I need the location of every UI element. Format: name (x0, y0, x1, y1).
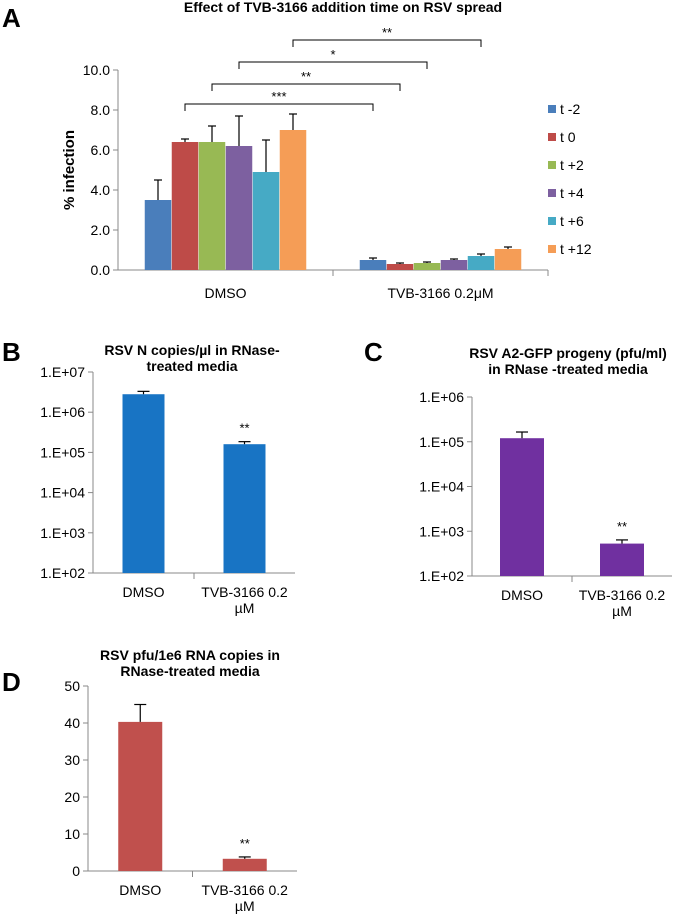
panel-a-significance-bracket (238, 61, 428, 69)
panel-a-legend-swatch (548, 189, 556, 197)
panel-b-bar (223, 444, 266, 573)
panel-a-bar (279, 130, 307, 270)
panel-a-legend-swatch (548, 133, 556, 141)
panel-d-bar (222, 858, 267, 871)
panel-a-legend-label: t 0 (560, 129, 576, 145)
panel-a-significance-bracket (184, 103, 374, 111)
panel-a-y-tick-label: 4.0 (91, 182, 111, 198)
panel-b-y-tick-label: 1.E+04 (40, 485, 85, 501)
panel-c-title: RSV A2-GFP progeny (pfu/ml) in RNase -tre… (469, 345, 667, 377)
panel-c-y-tick-label: 1.E+03 (419, 523, 464, 539)
panel-c-y-tick-label: 1.E+05 (419, 434, 464, 450)
panel-a-title: Effect of TVB-3166 addition time on RSV … (184, 0, 502, 15)
panel-a-significance-label: * (330, 47, 335, 62)
panel-b-y-tick-label: 1.E+07 (40, 364, 85, 380)
panel-a-y-tick-label: 6.0 (91, 142, 111, 158)
panel-a-category-label: DMSO (205, 285, 247, 301)
panel-b-y-tick-label: 1.E+05 (40, 444, 85, 460)
panel-a-bar (359, 260, 387, 270)
panel-a-bar (413, 263, 441, 270)
panel-d-y-tick-label: 0 (72, 863, 80, 879)
panel-d-y-tick-label: 50 (64, 678, 80, 694)
panel-a-legend-label: t +2 (560, 157, 584, 173)
panel-c-y-tick-label: 1.E+02 (419, 568, 464, 584)
panel-a-legend-swatch (548, 217, 556, 225)
panel-b-significance-label: ** (239, 421, 249, 436)
panel-c-bar (500, 438, 544, 576)
panel-d-title: RSV pfu/1e6 RNA copies in RNase-treated m… (100, 647, 280, 679)
panel-a-legend-label: t -2 (560, 101, 580, 117)
panel-a-y-tick-label: 10.0 (83, 62, 110, 78)
panel-a-bar (467, 256, 495, 270)
panel-a-bar (171, 142, 199, 270)
panel-d-bar (118, 721, 163, 871)
panel-a-legend-swatch (548, 245, 556, 253)
panel-a-y-axis-title: % infection (61, 130, 78, 210)
panel-b-bar (122, 394, 165, 573)
panel-c-category-label: DMSO (501, 587, 543, 603)
panel-a-bar (440, 260, 468, 270)
panel-c-label: C (364, 337, 383, 367)
panel-d-category-label: TVB-3166 0.2 µM (202, 882, 289, 914)
panel-a-significance-label: ** (382, 25, 392, 40)
panel-c-y-tick-label: 1.E+04 (419, 479, 464, 495)
panel-c-significance-label: ** (617, 519, 627, 534)
panel-b-y-tick-label: 1.E+06 (40, 404, 85, 420)
panel-a-bar (252, 172, 280, 270)
panel-b-y-tick-label: 1.E+02 (40, 565, 85, 581)
panel-d-y-tick-label: 10 (64, 826, 80, 842)
panel-a-legend-swatch (548, 105, 556, 113)
panel-a-bar (198, 142, 226, 270)
panel-b-label: B (2, 337, 21, 367)
panel-d-category-label: DMSO (119, 882, 161, 898)
panel-a-label: A (2, 3, 21, 33)
panel-a-bar (494, 249, 522, 270)
panel-a-y-tick-label: 0.0 (91, 262, 111, 278)
panel-b-category-label: DMSO (123, 584, 165, 600)
panel-a-legend-label: t +12 (560, 241, 592, 257)
panel-a-y-tick-label: 8.0 (91, 102, 111, 118)
panel-a-significance-bracket (292, 39, 482, 47)
panel-d-y-tick-label: 30 (64, 752, 80, 768)
panel-a-legend-label: t +6 (560, 213, 584, 229)
panel-a-legend-label: t +4 (560, 185, 584, 201)
panel-a-legend-swatch (548, 161, 556, 169)
panel-d-significance-label: ** (240, 836, 250, 851)
panel-b-title: RSV N copies/µl in RNase-treated media (104, 342, 280, 374)
panel-a-bar (386, 264, 414, 270)
panel-a-significance-label: *** (271, 89, 286, 104)
panel-d-y-tick-label: 40 (64, 715, 80, 731)
panel-c-y-tick-label: 1.E+06 (419, 389, 464, 405)
panel-a-bar (144, 200, 172, 270)
panel-a-category-label: TVB-3166 0.2μM (387, 285, 493, 301)
panel-c-bar (600, 543, 644, 576)
panel-d-y-tick-label: 20 (64, 789, 80, 805)
panel-b-y-tick-label: 1.E+03 (40, 525, 85, 541)
panel-a-y-tick-label: 2.0 (91, 222, 111, 238)
panel-d-label: D (2, 667, 21, 697)
panel-b-category-label: TVB-3166 0.2 µM (201, 584, 288, 616)
panel-a-significance-label: ** (301, 69, 311, 84)
panel-a-significance-bracket (211, 83, 401, 91)
panel-c-category-label: TVB-3166 0.2 µM (579, 587, 666, 619)
panel-a-bar (225, 146, 253, 270)
